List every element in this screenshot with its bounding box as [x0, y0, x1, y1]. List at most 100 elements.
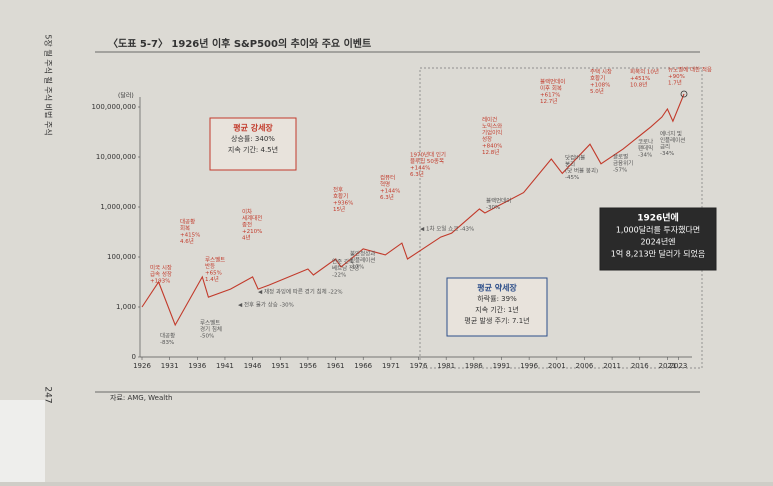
annotation: 종전: [242, 221, 252, 229]
x-tick-label: 1956: [299, 362, 317, 370]
annotation: 15년: [333, 205, 345, 213]
y-tick-label: 100,000: [107, 253, 136, 261]
annotation: 회복: [180, 224, 190, 232]
annotation: 글로벌: [613, 153, 628, 161]
x-tick-label: 1991: [493, 362, 511, 370]
annotation: +617%: [540, 93, 560, 99]
x-tick-label: 2016: [631, 362, 649, 370]
bear-text: 평균 발생 주기: 7.1년: [464, 316, 529, 325]
annotation: -34%: [638, 153, 652, 159]
annotation: 12.7년: [540, 97, 557, 105]
annotation: 6.3년: [410, 170, 424, 178]
annotation: +210%: [242, 229, 262, 235]
annotation: -57%: [613, 168, 627, 174]
annotation: 세계대전: [242, 214, 262, 222]
annotation: 에너지 및: [660, 130, 682, 138]
x-tick-label: 1976: [410, 362, 428, 370]
annotation: -34%: [660, 151, 674, 157]
annotation: 이차: [242, 208, 252, 216]
bull-text: 지속 기간: 4.5년: [228, 145, 278, 154]
annotation: 대공황: [180, 218, 195, 226]
x-tick-label: 1941: [216, 362, 234, 370]
page-curl: [0, 400, 45, 482]
bull-box: [209, 117, 297, 171]
annotation: 4년: [242, 234, 251, 242]
annotation: -30%: [486, 205, 500, 211]
annotation: 뉴노멀에 대한 적응: [668, 66, 712, 74]
annotation: 이후 회복: [540, 84, 562, 92]
x-tick-label: 1936: [188, 362, 206, 370]
bear-box: [446, 277, 548, 337]
running-head: 5장 월 주식 될 주식 비법 주식: [44, 34, 54, 135]
annotation: 급속 성장: [150, 270, 172, 278]
annotation: 금융위기: [613, 159, 633, 167]
chart-title: 〈도표 5-7〉 1926년 이후 S&P500의 추이와 주요 이벤트: [108, 37, 371, 50]
annotation: 블루칩 50종목: [410, 157, 444, 165]
y-tick-label: 10,000,000: [96, 153, 136, 161]
x-tick-label: 1981: [437, 362, 455, 370]
annotation: +451%: [630, 76, 650, 82]
annotation: +936%: [333, 201, 353, 207]
x-tick-label: 1951: [271, 362, 289, 370]
page-number: 247: [43, 386, 53, 403]
bear-text: 평균 약세장: [477, 283, 517, 293]
source: 자료: AMG, Wealth: [110, 393, 172, 402]
callout-text: 1926년에: [637, 212, 679, 224]
bear-text: 하락률: 39%: [477, 294, 517, 303]
annotation: 대공황: [160, 332, 175, 340]
annotation: 코로나: [638, 138, 653, 146]
annotation: ◀ 재정 과잉에 따른 경기 침체 -22%: [258, 288, 343, 296]
annotation: 1970년대 인기: [410, 151, 446, 159]
x-tick-label: 2006: [576, 362, 594, 370]
annotation: 노믹스와: [482, 123, 502, 130]
annotation: 금리: [660, 143, 670, 151]
annotation: 연준 긴축: [332, 258, 354, 266]
y-tick-label: 1,000,000: [100, 203, 136, 211]
callout-text: 1,000달러를 투자했다면: [616, 225, 700, 235]
annotation: 인플레이션: [350, 256, 375, 264]
y-tick-label: 1,000: [116, 303, 136, 311]
annotation: +108%: [590, 83, 610, 89]
annotation: 전후: [333, 186, 343, 194]
annotation: 붕괴: [565, 160, 575, 168]
x-tick-label: 1961: [327, 362, 345, 370]
bear-text: 지속 기간: 1년: [475, 305, 518, 314]
annotation: -17%: [350, 265, 364, 271]
annotation: 불안정성과: [350, 250, 375, 258]
x-tick-label: 2011: [603, 362, 621, 370]
annotation: 블랙먼데이: [540, 78, 565, 86]
annotation: 5.0년: [590, 87, 604, 95]
annotation: 블랙먼데이: [486, 197, 511, 205]
x-tick-label: 2021: [658, 362, 676, 370]
annotation: -50%: [200, 334, 214, 340]
annotation: +144%: [380, 189, 400, 195]
bull-text: 상승률: 340%: [231, 134, 275, 143]
annotation: +840%: [482, 144, 502, 150]
annotation: 4.6년: [180, 237, 194, 245]
annotation: 10.8년: [630, 81, 647, 89]
x-tick-label: 1946: [244, 362, 262, 370]
annotation: (닷 버블 붕괴): [565, 167, 598, 175]
annotation: 베트남 전쟁: [332, 264, 359, 272]
annotation: ◀ 전후 물가 상승 -30%: [238, 301, 294, 309]
annotation: 호황기: [333, 192, 348, 200]
annotation: 1.7년: [668, 79, 682, 87]
x-tick-label: 1996: [520, 362, 538, 370]
callout-text: 1억 8,213만 달러가 되었음: [611, 249, 706, 259]
x-tick-label: 1931: [161, 362, 179, 370]
annotation: +144%: [410, 166, 430, 172]
x-tick-label: 1971: [382, 362, 400, 370]
annotation: +90%: [668, 74, 685, 80]
annotation: 인플레이션: [660, 136, 685, 144]
annotation: 닷컴버블: [565, 154, 585, 162]
annotation: 회복의 10년: [630, 68, 659, 76]
x-tick-label: 1986: [465, 362, 483, 370]
y-axis-label: (달러): [118, 92, 134, 100]
y-tick-label: 100,000,000: [91, 103, 136, 111]
annotation: +415%: [180, 233, 200, 239]
annotation: 반등: [205, 262, 215, 270]
annotation: 주택 시장: [590, 69, 612, 76]
callout-text: 2024년엔: [640, 237, 675, 247]
annotation: 미국 시장: [150, 264, 172, 272]
